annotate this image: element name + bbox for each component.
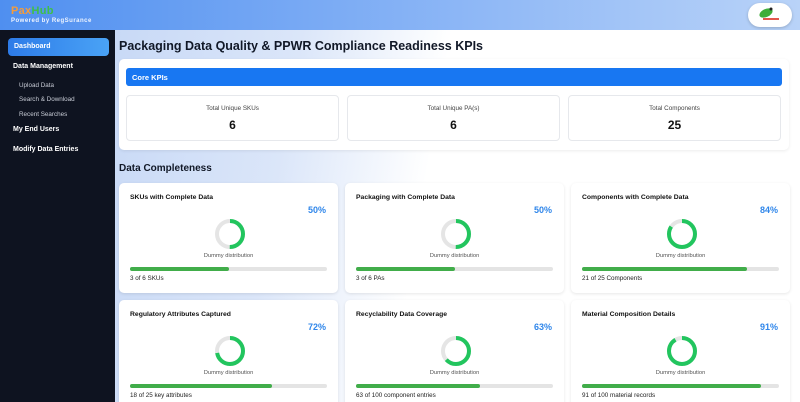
donut-segment xyxy=(441,336,471,366)
chart-label: Dummy distribution xyxy=(203,370,254,376)
donut-segment xyxy=(667,219,697,249)
card-percent: 63% xyxy=(533,322,552,332)
progress-bar xyxy=(582,384,779,388)
donut-segment xyxy=(215,219,245,249)
card-title: Material Composition Details xyxy=(582,311,676,318)
progress-bar xyxy=(582,267,779,271)
kpi-total-components: Total Components 25 xyxy=(568,95,781,141)
brand-tagline: Powered by RegSurance xyxy=(11,18,92,24)
card-footer: 91 of 100 material records xyxy=(582,392,656,399)
sidebar-item-data-management[interactable]: Data Management xyxy=(13,63,73,70)
sidebar-item-upload-data[interactable]: Upload Data xyxy=(19,82,55,89)
completeness-card: Material Composition Details 91% Dummy d… xyxy=(571,300,790,402)
donut-chart xyxy=(667,219,697,249)
chart-label: Dummy distribution xyxy=(655,370,706,376)
kpi-label: Total Unique PA(s) xyxy=(427,105,480,112)
sidebar-item-modify-data-entries[interactable]: Modify Data Entries xyxy=(13,146,79,153)
top-header: PaxHub Powered by RegSurance xyxy=(0,0,800,30)
chart-label: Dummy distribution xyxy=(655,253,706,259)
completeness-card: Regulatory Attributes Captured 72% Dummy… xyxy=(119,300,338,402)
progress-fill xyxy=(356,267,455,271)
completeness-card: SKUs with Complete Data 50% Dummy distri… xyxy=(119,183,338,293)
core-kpis-card: Core KPIs Total Unique SKUs 6 Total Uniqu… xyxy=(119,59,789,150)
card-footer: 3 of 6 PAs xyxy=(356,275,385,282)
card-title: Recyclability Data Coverage xyxy=(356,311,448,318)
card-title: Components with Complete Data xyxy=(582,194,689,201)
main-content: Packaging Data Quality & PPWR Compliance… xyxy=(115,30,800,402)
progress-bar xyxy=(356,267,553,271)
card-footer: 21 of 25 Components xyxy=(582,275,643,282)
card-percent: 50% xyxy=(533,205,552,215)
card-percent: 84% xyxy=(759,205,778,215)
completeness-card: Components with Complete Data 84% Dummy … xyxy=(571,183,790,293)
donut-chart xyxy=(215,336,245,366)
page-title: Packaging Data Quality & PPWR Compliance… xyxy=(119,39,483,53)
card-title: Packaging with Complete Data xyxy=(356,194,455,201)
brand-name-pax: Pax xyxy=(11,5,32,17)
card-title: Regulatory Attributes Captured xyxy=(130,311,231,318)
chart-label: Dummy distribution xyxy=(429,370,480,376)
progress-bar xyxy=(356,384,553,388)
progress-fill xyxy=(582,384,762,388)
sidebar-item-my-end-users[interactable]: My End Users xyxy=(13,126,60,133)
kpi-total-skus: Total Unique SKUs 6 xyxy=(126,95,339,141)
sidebar-item-search-download[interactable]: Search & Download xyxy=(19,96,75,103)
progress-fill xyxy=(582,267,748,271)
section-title: Data Completeness xyxy=(119,163,212,174)
kpi-label: Total Unique SKUs xyxy=(206,105,259,112)
donut-segment xyxy=(441,219,471,249)
donut-chart xyxy=(215,219,245,249)
progress-fill xyxy=(356,384,481,388)
card-percent: 50% xyxy=(307,205,326,215)
core-kpis-header: Core KPIs xyxy=(126,68,782,86)
regsurance-logo[interactable] xyxy=(748,3,792,27)
card-footer: 18 of 25 key attributes xyxy=(130,392,192,399)
kpi-value: 6 xyxy=(229,118,236,132)
donut-chart xyxy=(441,219,471,249)
progress-bar xyxy=(130,267,327,271)
kpi-label: Total Components xyxy=(649,105,700,112)
card-title: SKUs with Complete Data xyxy=(130,194,214,201)
sidebar-item-dashboard[interactable]: Dashboard xyxy=(8,38,109,56)
progress-fill xyxy=(130,267,229,271)
kpi-value: 6 xyxy=(450,118,457,132)
donut-chart xyxy=(441,336,471,366)
sidebar-item-recent-searches[interactable]: Recent Searches xyxy=(19,111,68,118)
kpi-value: 25 xyxy=(667,118,682,132)
kpi-total-pas: Total Unique PA(s) 6 xyxy=(347,95,560,141)
completeness-card: Packaging with Complete Data 50% Dummy d… xyxy=(345,183,564,293)
card-percent: 91% xyxy=(759,322,778,332)
card-footer: 63 of 100 component entries xyxy=(356,392,436,399)
brand-name: PaxHub xyxy=(11,5,92,17)
progress-fill xyxy=(130,384,272,388)
completeness-card: Recyclability Data Coverage 63% Dummy di… xyxy=(345,300,564,402)
card-percent: 72% xyxy=(307,322,326,332)
progress-bar xyxy=(130,384,327,388)
sidebar: Dashboard Data Management Upload Data Se… xyxy=(0,30,115,402)
brand[interactable]: PaxHub Powered by RegSurance xyxy=(11,5,92,24)
card-footer: 3 of 6 SKUs xyxy=(130,275,164,282)
donut-segment xyxy=(667,336,697,366)
brand-name-hub: Hub xyxy=(31,5,54,17)
donut-chart xyxy=(667,336,697,366)
chart-label: Dummy distribution xyxy=(203,253,254,259)
chart-label: Dummy distribution xyxy=(429,253,480,259)
donut-segment xyxy=(215,336,245,366)
